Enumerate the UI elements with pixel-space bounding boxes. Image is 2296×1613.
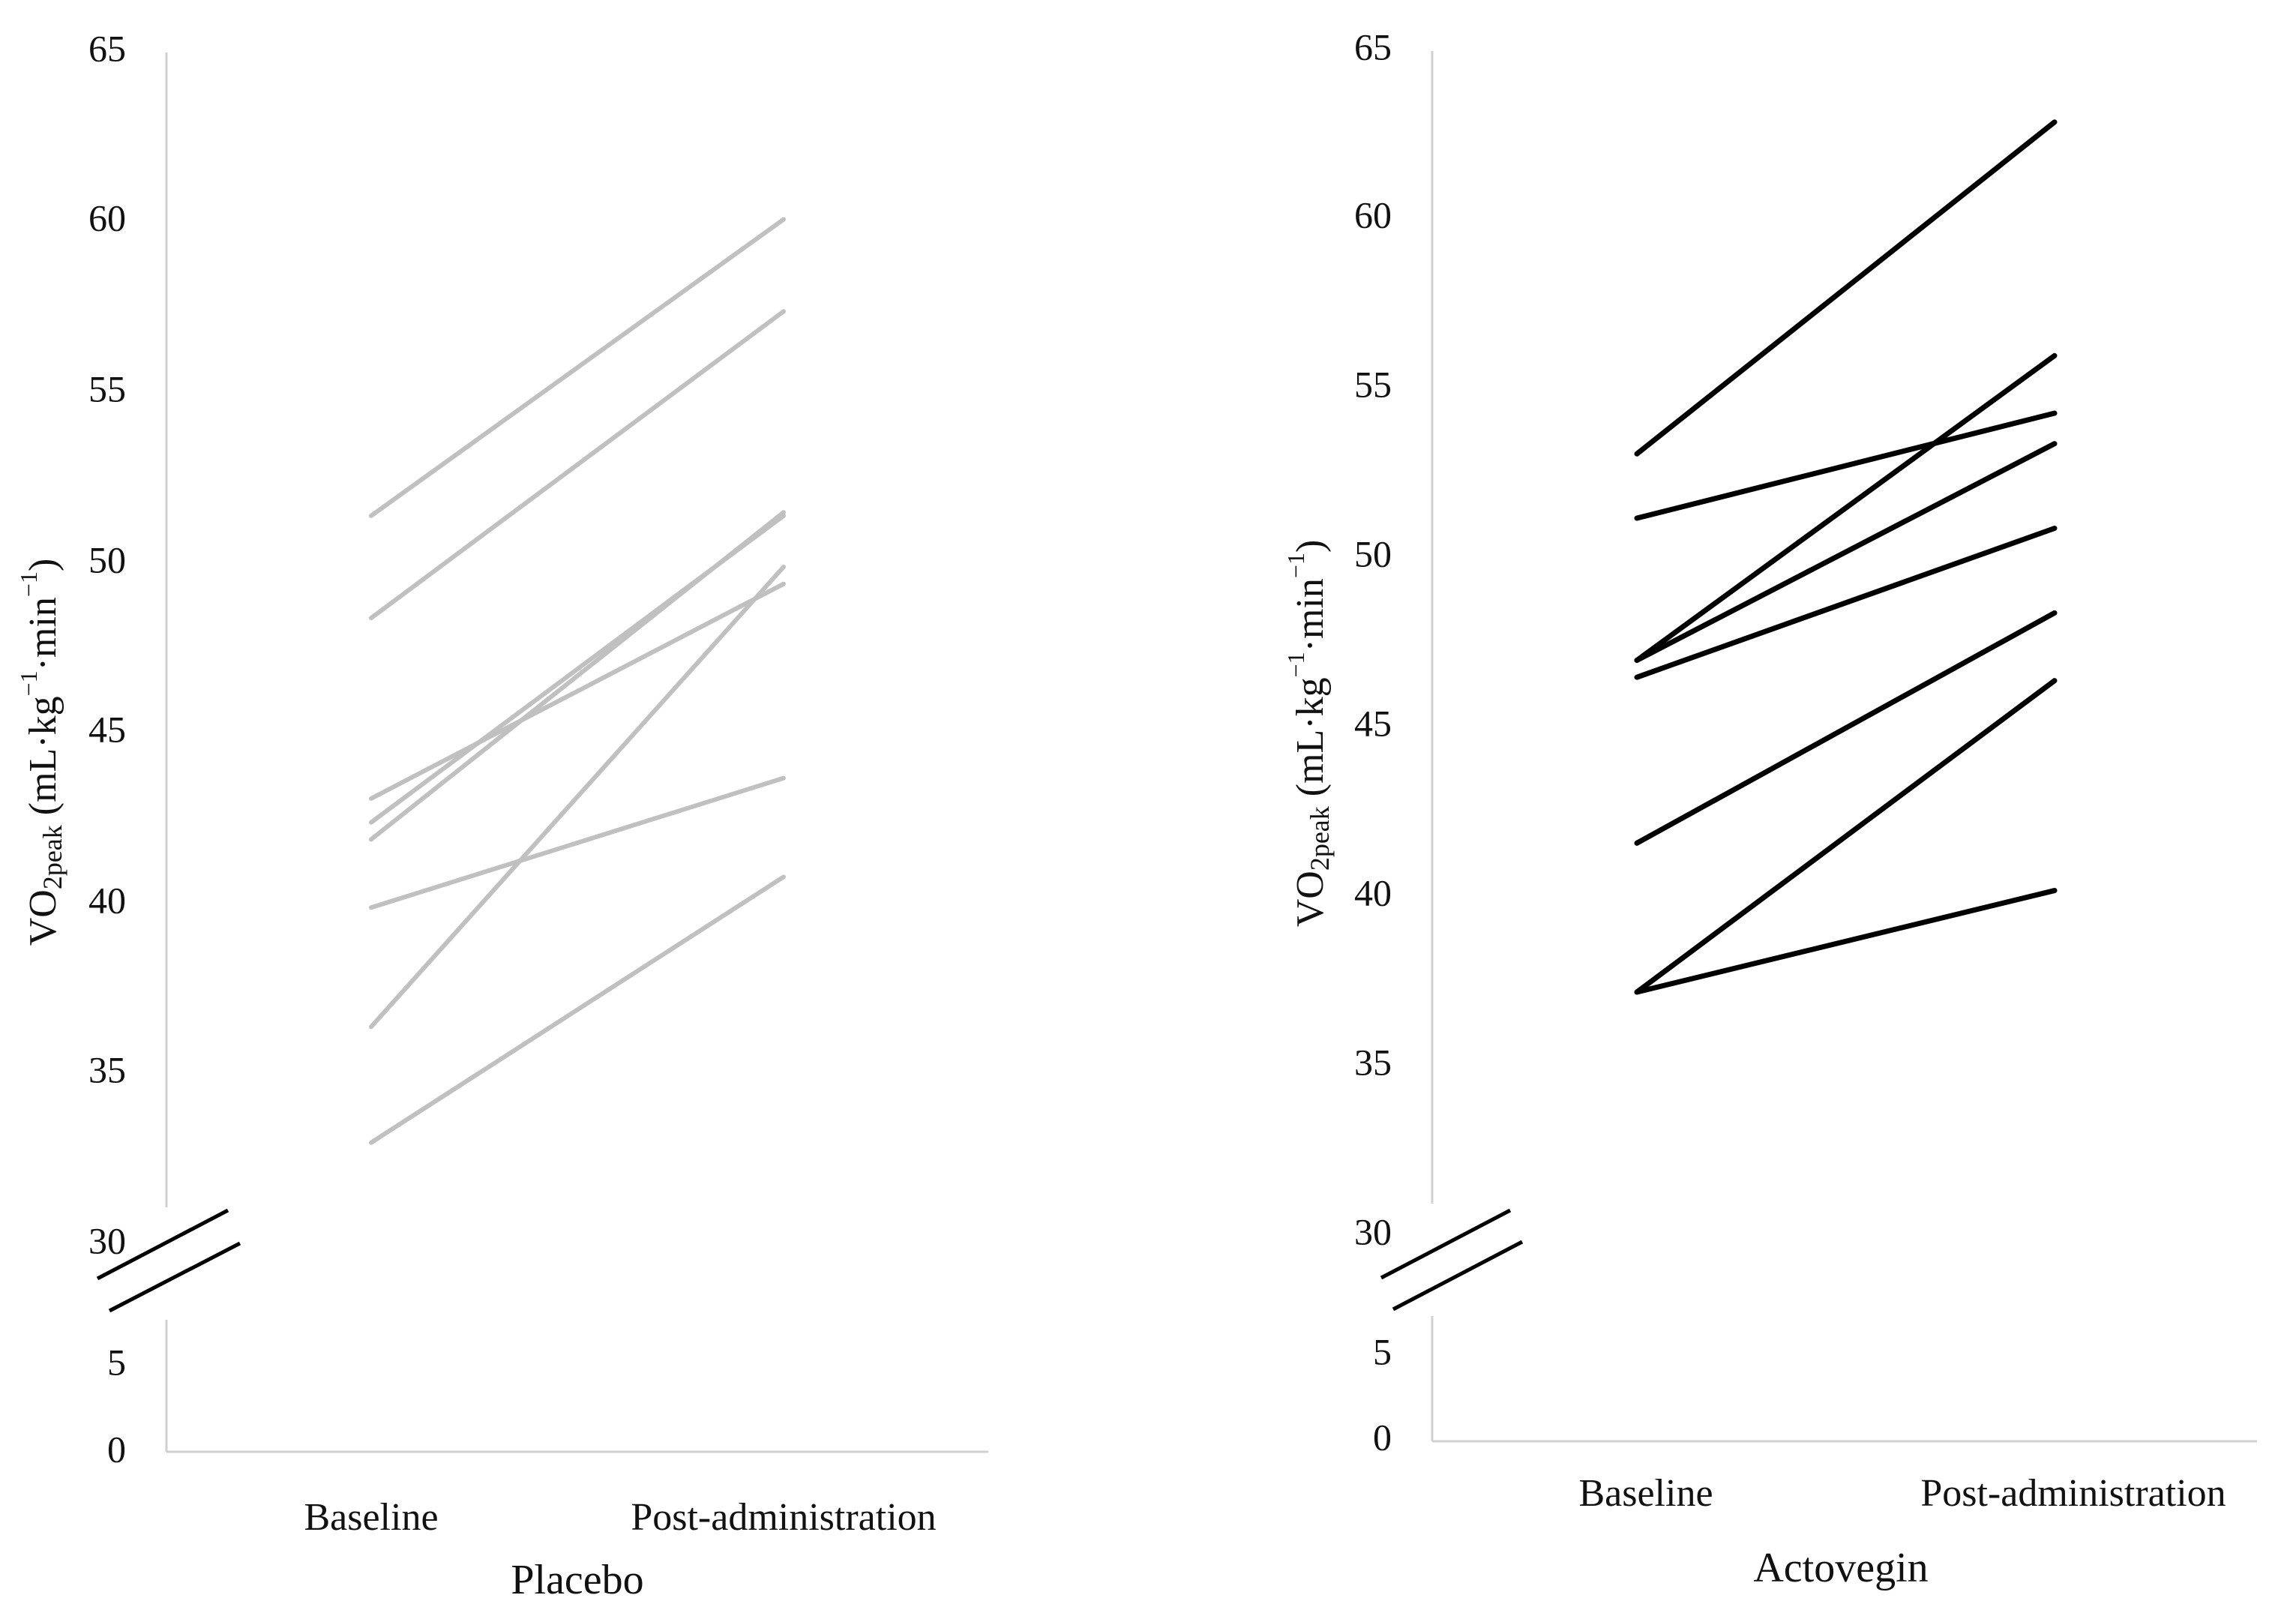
axis-break-marker	[1372, 1204, 1530, 1316]
y-tick-label: 65	[1354, 25, 1392, 67]
subject-line-8	[1634, 888, 2058, 995]
x-axis-title: Placebo	[511, 1557, 643, 1603]
y-tick-label: 0	[1373, 1416, 1392, 1458]
y-tick-label: 30	[1354, 1210, 1392, 1252]
y-tick-label: 40	[1354, 871, 1392, 913]
y-tick-label: 60	[1354, 193, 1392, 235]
y-tick-label: 50	[1354, 532, 1392, 574]
x-category-baseline: Baseline	[1578, 1472, 1713, 1515]
subject-line-4	[1634, 441, 2058, 664]
y-tick-label: 35	[88, 1048, 126, 1090]
subject-line-2	[1634, 410, 2058, 521]
axis-break-marker	[90, 1207, 249, 1320]
y-tick-label: 55	[88, 367, 126, 409]
subject-line-3	[369, 581, 786, 801]
y-tick-label: 40	[88, 879, 126, 921]
subject-line-7	[1634, 678, 2058, 995]
y-tick-label: 50	[88, 538, 126, 580]
y-tick-label: 45	[1354, 702, 1392, 744]
y-axis-title: VO2peak (mL·kg−1·min−1)	[15, 559, 67, 946]
y-axis-title: VO2peak (mL·kg−1·min−1)	[1282, 540, 1335, 928]
y-tick-labels: 65 60 55 50 45 40 35 30 5 0	[88, 27, 126, 1470]
subject-lines	[1634, 119, 2058, 995]
subject-line-5	[1634, 526, 2058, 680]
y-tick-label: 35	[1354, 1041, 1392, 1083]
actovegin-panel: 65 60 55 50 45 40 35 30 5 0 Baseline Pos…	[1282, 25, 2257, 1591]
y-tick-label: 5	[107, 1341, 126, 1383]
subject-line-5	[369, 510, 786, 842]
subject-line-6	[369, 775, 786, 910]
subject-line-8	[369, 874, 786, 1145]
y-tick-label: 55	[1354, 363, 1392, 405]
subject-line-2	[369, 309, 786, 621]
y-tick-label: 60	[88, 196, 126, 238]
y-tick-label: 5	[1373, 1330, 1392, 1372]
y-tick-label: 65	[88, 27, 126, 69]
y-tick-label: 45	[88, 708, 126, 750]
subject-line-1	[369, 217, 786, 518]
y-tick-label: 0	[107, 1428, 126, 1470]
subject-line-3	[1634, 352, 2058, 664]
x-category-post-administration: Post-administration	[631, 1496, 936, 1539]
y-tick-labels: 65 60 55 50 45 40 35 30 5 0	[1354, 25, 1392, 1458]
x-category-post-administration: Post-administration	[1920, 1472, 2226, 1515]
x-axis-title: Actovegin	[1753, 1545, 1928, 1591]
placebo-panel: 65 60 55 50 45 40 35 30 5 0 Baseline Pos…	[15, 27, 988, 1603]
subject-line-1	[1634, 119, 2058, 457]
subject-line-7	[369, 564, 786, 1030]
x-category-baseline: Baseline	[304, 1496, 438, 1539]
subject-lines	[369, 217, 786, 1145]
y-tick-label: 30	[88, 1219, 126, 1261]
subject-line-6	[1634, 610, 2058, 846]
